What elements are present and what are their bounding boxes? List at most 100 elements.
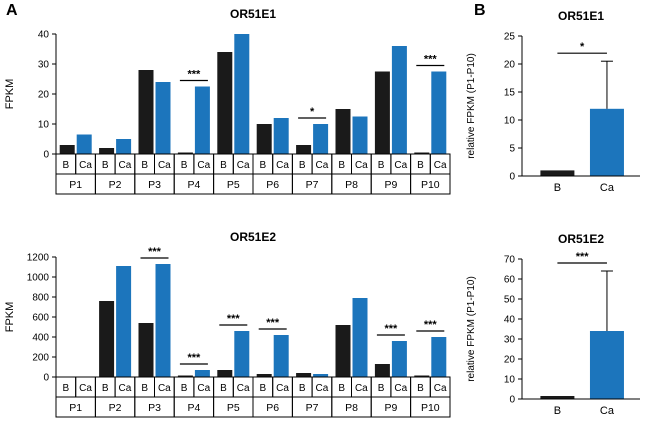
group-label: B bbox=[141, 160, 148, 171]
y-tick-label: 0 bbox=[509, 172, 515, 183]
category-cell bbox=[410, 173, 451, 195]
bar-P6-B bbox=[256, 374, 272, 377]
y-tick-label: 0 bbox=[43, 150, 49, 161]
significance-label: *** bbox=[424, 319, 438, 331]
category-label: P7 bbox=[306, 402, 319, 414]
group-label: B bbox=[63, 160, 70, 171]
category-label: P1 bbox=[69, 402, 82, 414]
bar-P5-B bbox=[217, 52, 233, 154]
group-label: Ca bbox=[197, 383, 210, 394]
y-tick-label: 20 bbox=[504, 60, 516, 71]
significance-label: *** bbox=[187, 352, 201, 364]
chart-or51e2-patients: OR51E2 FPKM 0 200 400 600 800 1000 1200 B Ca P1 B Ca P… bbox=[0, 223, 462, 446]
bar-P5-Ca bbox=[234, 34, 250, 154]
bar-P8-B bbox=[335, 325, 351, 377]
category-label: P5 bbox=[227, 402, 240, 414]
x-tick-label: Ca bbox=[600, 182, 615, 194]
y-tick-label: 10 bbox=[504, 116, 516, 127]
panel-b: OR51E1 relative FPKM (P1-P10) 0 5 10 15 20 25 B C… bbox=[462, 0, 650, 447]
y-tick-label: 60 bbox=[504, 275, 516, 286]
bar-P10-B bbox=[414, 375, 430, 377]
group-label: B bbox=[102, 383, 109, 394]
bar-P8-Ca bbox=[352, 298, 368, 377]
y-tick-label: 10 bbox=[504, 375, 516, 386]
bar-P4-B bbox=[177, 375, 193, 377]
category-label: P4 bbox=[187, 179, 200, 191]
y-tick-label: 0 bbox=[43, 373, 49, 384]
bar-P10-B bbox=[414, 152, 430, 154]
y-tick-label: 600 bbox=[32, 313, 49, 324]
y-axis-label: relative FPKM (P1-P10) bbox=[466, 276, 477, 382]
group-label: Ca bbox=[434, 383, 447, 394]
chart-title: OR51E1 bbox=[230, 7, 276, 21]
bar-P6-Ca bbox=[273, 335, 289, 377]
chart-svg-or51e2-patients: OR51E2 FPKM 0 200 400 600 800 1000 1200 B Ca P1 B Ca P… bbox=[4, 230, 451, 418]
category-label: P10 bbox=[421, 179, 440, 191]
bar-Ca bbox=[589, 108, 624, 176]
bar-P4-B bbox=[177, 152, 193, 154]
bar-P3-Ca bbox=[155, 264, 171, 377]
group-label: Ca bbox=[355, 160, 368, 171]
chart-or51e1-patients: OR51E1 FPKM 0 10 20 30 40 B Ca P1 B Ca P2 B Ca P3 B Ca P4 B… bbox=[0, 0, 462, 223]
bar-P8-Ca bbox=[352, 116, 368, 154]
category-label: P6 bbox=[266, 179, 279, 191]
group-label: B bbox=[63, 383, 70, 394]
group-label: B bbox=[220, 383, 227, 394]
bar-P6-B bbox=[256, 124, 272, 154]
group-label: Ca bbox=[79, 160, 92, 171]
category-label: P3 bbox=[148, 179, 161, 191]
significance-label: *** bbox=[148, 246, 162, 258]
y-tick-label: 25 bbox=[504, 32, 516, 43]
bar-P3-B bbox=[138, 323, 154, 377]
category-label: P10 bbox=[421, 402, 440, 414]
bar-P1-Ca bbox=[76, 134, 92, 154]
group-label: B bbox=[102, 160, 109, 171]
category-label: P8 bbox=[345, 402, 358, 414]
category-label: P2 bbox=[109, 402, 122, 414]
bar-P3-B bbox=[138, 70, 154, 154]
y-tick-label: 50 bbox=[504, 295, 516, 306]
group-label: B bbox=[260, 383, 267, 394]
group-label: Ca bbox=[119, 383, 132, 394]
group-label: B bbox=[181, 160, 188, 171]
group-label: Ca bbox=[237, 160, 250, 171]
bar-P9-B bbox=[374, 364, 390, 377]
category-label: P5 bbox=[227, 179, 240, 191]
chart-svg-or51e2-summary: OR51E2 relative FPKM (P1-P10) 0 10 20 30 40 50 6… bbox=[466, 232, 640, 417]
y-axis-label: FPKM bbox=[4, 302, 16, 333]
y-tick-label: 70 bbox=[504, 255, 516, 266]
panel-a: OR51E1 FPKM 0 10 20 30 40 B Ca P1 B Ca P2 B Ca P3 B Ca P4 B… bbox=[0, 0, 462, 446]
group-label: Ca bbox=[158, 383, 171, 394]
group-label: B bbox=[378, 383, 385, 394]
category-cell bbox=[410, 396, 451, 418]
bar-P7-B bbox=[296, 373, 312, 377]
group-label: Ca bbox=[158, 160, 171, 171]
group-label: Ca bbox=[119, 160, 132, 171]
bar-P8-B bbox=[335, 109, 351, 154]
y-tick-label: 30 bbox=[38, 60, 50, 71]
y-tick-label: 20 bbox=[38, 90, 50, 101]
significance-label: *** bbox=[266, 317, 280, 329]
y-tick-label: 1000 bbox=[27, 273, 50, 284]
group-label: Ca bbox=[316, 383, 329, 394]
group-label: Ca bbox=[79, 383, 92, 394]
bar-P7-Ca bbox=[313, 374, 329, 377]
bar-P10-Ca bbox=[431, 337, 447, 377]
y-tick-label: 0 bbox=[509, 395, 515, 406]
category-label: P7 bbox=[306, 179, 319, 191]
bar-P2-Ca bbox=[116, 139, 132, 154]
chart-or51e2-summary: OR51E2 relative FPKM (P1-P10) 0 10 20 30 40 50 6… bbox=[462, 223, 650, 446]
group-label: Ca bbox=[434, 160, 447, 171]
bar-P1-B bbox=[59, 145, 75, 154]
x-tick-label: B bbox=[554, 405, 561, 417]
bar-Ca bbox=[589, 331, 624, 399]
y-tick-label: 1200 bbox=[27, 253, 50, 264]
x-tick-label: Ca bbox=[600, 405, 615, 417]
group-label: Ca bbox=[276, 160, 289, 171]
significance-label: *** bbox=[187, 69, 201, 81]
bar-P9-Ca bbox=[391, 46, 407, 154]
group-label: Ca bbox=[197, 160, 210, 171]
group-label: B bbox=[260, 160, 267, 171]
group-label: B bbox=[378, 160, 385, 171]
